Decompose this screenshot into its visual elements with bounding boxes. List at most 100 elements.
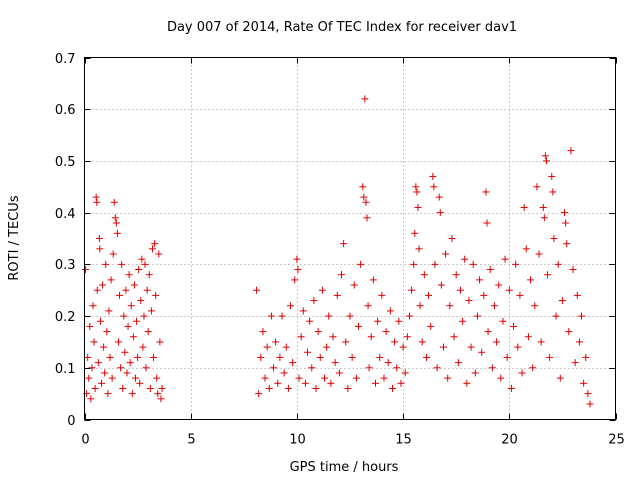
data-point — [465, 297, 473, 305]
data-point — [505, 286, 513, 294]
data-point — [522, 245, 530, 253]
data-point — [123, 369, 131, 377]
data-point — [116, 291, 124, 299]
data-point — [263, 343, 271, 351]
data-point — [476, 276, 484, 284]
data-point — [573, 291, 581, 299]
data-point — [299, 307, 307, 315]
data-point — [558, 297, 566, 305]
data-point — [274, 379, 282, 387]
data-point — [367, 333, 375, 341]
data-point — [391, 338, 399, 346]
plot-frame — [84, 57, 616, 420]
data-point — [140, 312, 148, 320]
data-point — [310, 297, 318, 305]
data-point — [510, 322, 518, 330]
data-point — [454, 359, 462, 367]
data-point — [82, 266, 90, 274]
data-point — [89, 302, 97, 310]
data-point — [486, 266, 494, 274]
data-point — [128, 390, 136, 398]
data-point — [267, 312, 275, 320]
data-point — [531, 302, 539, 310]
data-point — [561, 209, 569, 217]
y-tick-label: 0.6 — [55, 103, 76, 118]
data-point — [482, 188, 490, 196]
data-point — [139, 343, 147, 351]
data-point — [117, 364, 125, 372]
y-tick-label: 0.4 — [55, 207, 76, 222]
data-point — [452, 271, 460, 279]
data-point — [397, 379, 405, 387]
data-point — [430, 183, 438, 191]
data-point — [399, 343, 407, 351]
data-point — [548, 172, 556, 180]
data-point — [376, 353, 384, 361]
data-point — [316, 353, 324, 361]
data-point — [272, 338, 280, 346]
chart-title: Day 007 of 2014, Rate Of TEC Index for r… — [167, 20, 517, 35]
data-point — [488, 364, 496, 372]
data-point — [92, 193, 100, 201]
data-point — [350, 281, 358, 289]
data-point — [143, 286, 151, 294]
data-point — [134, 353, 142, 361]
data-point — [401, 369, 409, 377]
data-point — [312, 384, 320, 392]
data-point — [138, 255, 146, 263]
data-point — [499, 317, 507, 325]
data-point — [93, 198, 101, 206]
data-point — [308, 364, 316, 372]
data-point — [436, 209, 444, 217]
data-point — [527, 276, 535, 284]
data-point — [314, 328, 322, 336]
data-point — [450, 333, 458, 341]
data-point — [265, 384, 273, 392]
data-point — [403, 333, 411, 341]
data-point — [297, 333, 305, 341]
data-point — [512, 260, 520, 268]
data-point — [282, 343, 290, 351]
data-point — [369, 276, 377, 284]
data-point — [456, 286, 464, 294]
data-point — [503, 353, 511, 361]
x-tick-label: 15 — [395, 433, 412, 448]
data-point — [104, 390, 112, 398]
data-point — [261, 374, 269, 382]
data-point — [291, 276, 299, 284]
data-point — [87, 395, 95, 403]
data-point — [331, 359, 339, 367]
data-point — [378, 291, 386, 299]
data-point — [480, 291, 488, 299]
data-point — [422, 353, 430, 361]
data-point — [354, 322, 362, 330]
data-point — [437, 281, 445, 289]
x-tick-label: 10 — [289, 433, 306, 448]
y-tick-label: 0.5 — [55, 155, 76, 170]
data-point — [364, 302, 372, 310]
data-point — [478, 348, 486, 356]
x-tick-label: 5 — [187, 433, 195, 448]
data-point — [100, 343, 108, 351]
data-point — [429, 172, 437, 180]
data-point — [156, 338, 164, 346]
data-point — [556, 374, 564, 382]
data-point — [124, 322, 132, 330]
data-point — [471, 369, 479, 377]
data-point — [103, 328, 111, 336]
data-point — [295, 374, 303, 382]
data-point — [380, 374, 388, 382]
data-point — [306, 317, 314, 325]
data-point — [539, 203, 547, 211]
data-point — [518, 369, 526, 377]
data-point — [101, 369, 109, 377]
data-point — [348, 353, 356, 361]
data-point — [152, 291, 160, 299]
data-point — [97, 379, 105, 387]
data-point — [484, 328, 492, 336]
data-point — [155, 250, 163, 258]
data-point — [112, 219, 120, 227]
data-point — [133, 317, 141, 325]
data-point — [99, 281, 107, 289]
